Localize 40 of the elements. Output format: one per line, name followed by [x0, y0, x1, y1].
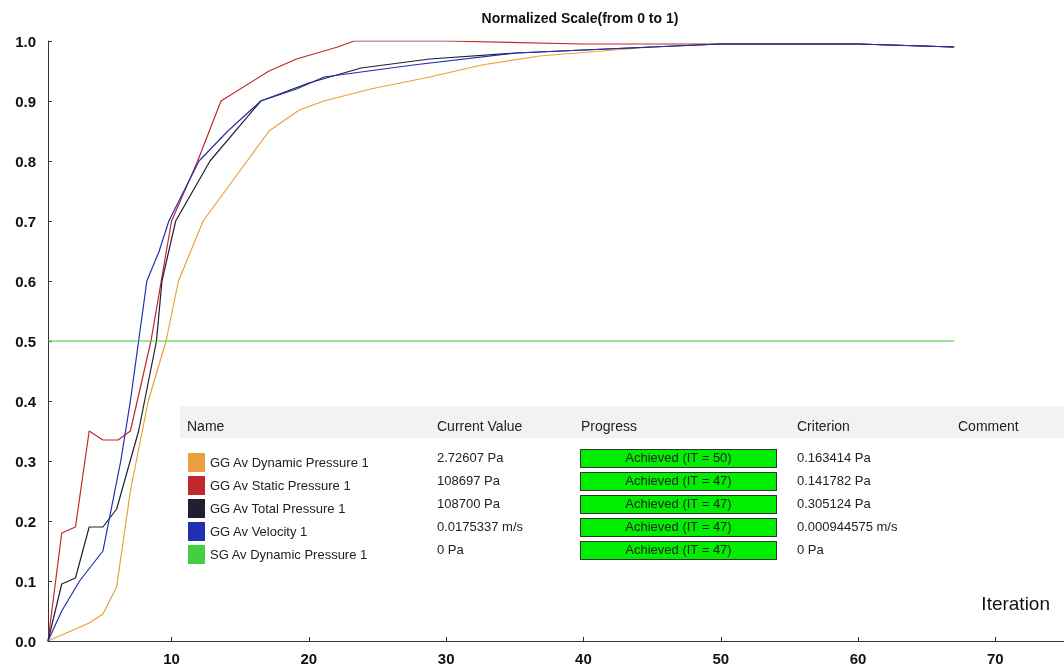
y-tick-label: 0.6 [15, 272, 36, 290]
annotation: Comment [958, 418, 1019, 434]
y-tick-label: 0.9 [15, 92, 36, 110]
annotation: 0.000944575 m/s [797, 519, 898, 534]
annotation: 0.0175337 m/s [437, 519, 524, 534]
chart-title: Normalized Scale(from 0 to 1) [481, 10, 679, 26]
y-tick-label: 0.3 [15, 452, 36, 470]
legend-label: GG Av Total Pressure 1 [210, 501, 346, 516]
x-tick-label: 40 [575, 650, 592, 667]
annotation: 0 Pa [437, 542, 464, 557]
annotation: Criterion [797, 418, 850, 434]
y-tick-label: 0.4 [15, 392, 37, 410]
legend-label: GG Av Static Pressure 1 [210, 478, 351, 493]
y-tick-label: 0.7 [15, 212, 36, 230]
annotation: 108697 Pa [437, 473, 500, 488]
annotation: Current Value [437, 418, 523, 434]
x-tick-label: 10 [163, 650, 180, 667]
y-tick-label: 0.5 [15, 332, 36, 350]
x-tick-label: 50 [712, 650, 730, 667]
y-tick-label: 0.0 [15, 632, 36, 650]
x-tick-label: 70 [987, 650, 1004, 667]
annotation: 0.141782 Pa [797, 473, 871, 488]
annotation: 108700 Pa [437, 496, 500, 511]
annotation: 0.305124 Pa [797, 496, 871, 511]
x-axis-title: Iteration [981, 593, 1050, 614]
y-tick-label: 0.8 [15, 152, 36, 170]
annotation: Progress [581, 418, 638, 434]
legend-label: GG Av Velocity 1 [210, 524, 308, 539]
annotation: 2.72607 Pa [437, 450, 504, 465]
x-tick-label: 30 [437, 650, 455, 667]
y-tick-label: 1.0 [15, 32, 36, 50]
legend-label: SG Av Dynamic Pressure 1 [210, 547, 368, 562]
x-tick-label: 20 [300, 650, 318, 667]
annotation: Name [187, 418, 225, 434]
annotation: 0 Pa [797, 542, 824, 557]
y-tick-label: 0.2 [15, 512, 36, 530]
y-tick-label: 0.1 [15, 572, 36, 590]
x-tick-label: 60 [849, 650, 867, 667]
legend-label: GG Av Dynamic Pressure 1 [210, 455, 369, 470]
annotation: 0.163414 Pa [797, 450, 871, 465]
